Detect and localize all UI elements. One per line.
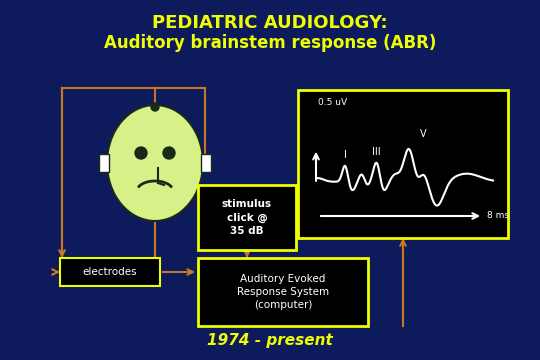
Bar <box>198 185 296 250</box>
Text: electrodes: electrodes <box>83 267 137 277</box>
Text: Auditory brainstem response (ABR): Auditory brainstem response (ABR) <box>104 34 436 52</box>
Text: stimulus
click @
35 dB: stimulus click @ 35 dB <box>222 199 272 236</box>
Text: Auditory Evoked
Response System
(computer): Auditory Evoked Response System (compute… <box>237 274 329 310</box>
Ellipse shape <box>107 105 203 221</box>
Text: I: I <box>343 150 347 160</box>
Text: 1974 - present: 1974 - present <box>207 333 333 348</box>
Text: V: V <box>420 129 426 139</box>
Text: 8 ms: 8 ms <box>487 211 509 220</box>
Text: 0.5 uV: 0.5 uV <box>318 98 347 107</box>
Text: III: III <box>372 147 381 157</box>
Circle shape <box>135 147 147 159</box>
Text: PEDIATRIC AUDIOLOGY:: PEDIATRIC AUDIOLOGY: <box>152 14 388 32</box>
Circle shape <box>163 147 175 159</box>
Bar <box>99 154 109 172</box>
Bar <box>201 154 211 172</box>
Bar <box>298 90 508 238</box>
Bar <box>60 258 160 286</box>
Circle shape <box>151 103 159 111</box>
Bar <box>198 258 368 326</box>
